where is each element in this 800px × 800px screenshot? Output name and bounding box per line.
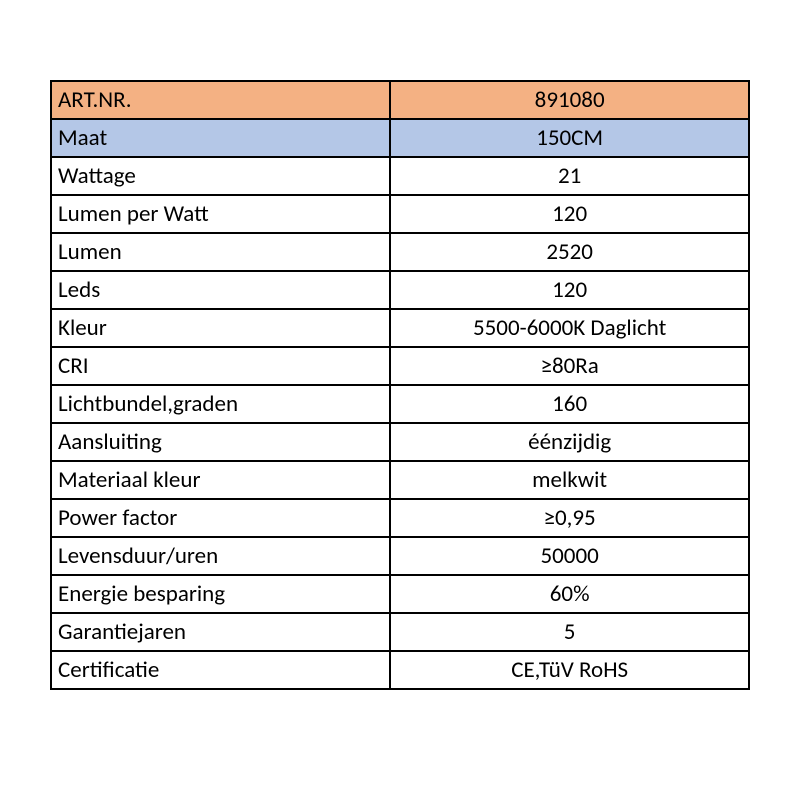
cell-value: 5500-6000K Daglicht xyxy=(390,309,749,347)
cell-value: éénzijdig xyxy=(390,423,749,461)
cell-label: Kleur xyxy=(51,309,390,347)
cell-label: Lumen xyxy=(51,233,390,271)
cell-value: 120 xyxy=(390,195,749,233)
table-row: CRI ≥80Ra xyxy=(51,347,749,385)
table-row: Aansluiting éénzijdig xyxy=(51,423,749,461)
cell-label: CRI xyxy=(51,347,390,385)
table-row: Certificatie CE,TüV RoHS xyxy=(51,651,749,689)
cell-value: 21 xyxy=(390,157,749,195)
cell-label: Lumen per Watt xyxy=(51,195,390,233)
cell-value: 2520 xyxy=(390,233,749,271)
table-row: Lumen per Watt 120 xyxy=(51,195,749,233)
table-row: Energie besparing 60% xyxy=(51,575,749,613)
cell-value: ≥0,95 xyxy=(390,499,749,537)
cell-label: Energie besparing xyxy=(51,575,390,613)
cell-label: ART.NR. xyxy=(51,81,390,119)
cell-label: Wattage xyxy=(51,157,390,195)
cell-label: Maat xyxy=(51,119,390,157)
cell-value: 150CM xyxy=(390,119,749,157)
cell-value: 60% xyxy=(390,575,749,613)
cell-value: 50000 xyxy=(390,537,749,575)
cell-value: ≥80Ra xyxy=(390,347,749,385)
cell-value: CE,TüV RoHS xyxy=(390,651,749,689)
table-row: Wattage 21 xyxy=(51,157,749,195)
spec-table: ART.NR. 891080 Maat 150CM Wattage 21 Lum… xyxy=(50,80,750,690)
cell-label: Leds xyxy=(51,271,390,309)
cell-label: Materiaal kleur xyxy=(51,461,390,499)
cell-label: Levensduur/uren xyxy=(51,537,390,575)
cell-label: Aansluiting xyxy=(51,423,390,461)
table-row: ART.NR. 891080 xyxy=(51,81,749,119)
cell-label: Power factor xyxy=(51,499,390,537)
table-row: Levensduur/uren 50000 xyxy=(51,537,749,575)
table-row: Power factor ≥0,95 xyxy=(51,499,749,537)
cell-value: 120 xyxy=(390,271,749,309)
cell-label: Garantiejaren xyxy=(51,613,390,651)
cell-value: 5 xyxy=(390,613,749,651)
table-row: Kleur 5500-6000K Daglicht xyxy=(51,309,749,347)
cell-value: melkwit xyxy=(390,461,749,499)
table-row: Garantiejaren 5 xyxy=(51,613,749,651)
table-row: Lichtbundel,graden 160 xyxy=(51,385,749,423)
spec-table-body: ART.NR. 891080 Maat 150CM Wattage 21 Lum… xyxy=(51,81,749,689)
cell-label: Lichtbundel,graden xyxy=(51,385,390,423)
table-row: Leds 120 xyxy=(51,271,749,309)
cell-value: 891080 xyxy=(390,81,749,119)
cell-label: Certificatie xyxy=(51,651,390,689)
cell-value: 160 xyxy=(390,385,749,423)
table-row: Materiaal kleur melkwit xyxy=(51,461,749,499)
table-row: Lumen 2520 xyxy=(51,233,749,271)
table-row: Maat 150CM xyxy=(51,119,749,157)
